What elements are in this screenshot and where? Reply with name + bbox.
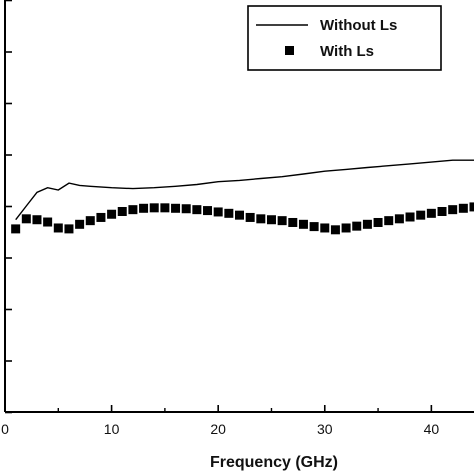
legend-box — [247, 5, 442, 71]
marker-with-ls — [373, 217, 383, 227]
marker-with-ls — [235, 210, 244, 220]
marker-with-ls — [437, 206, 447, 216]
legend-label-with-ls: With Ls — [320, 43, 374, 60]
marker-with-ls — [341, 223, 351, 233]
series-with-ls — [11, 202, 474, 235]
marker-with-ls — [469, 202, 474, 212]
marker-with-ls — [352, 221, 362, 231]
marker-with-ls — [96, 212, 106, 222]
x-tick-label: 40 — [424, 421, 440, 437]
marker-with-ls — [171, 203, 181, 213]
marker-with-ls — [213, 207, 223, 217]
x-tick-label: 20 — [210, 421, 226, 437]
marker-with-ls — [192, 205, 202, 215]
marker-with-ls — [117, 206, 127, 216]
marker-with-ls — [384, 216, 394, 226]
marker-with-ls — [277, 216, 287, 226]
x-axis-title: Frequency (GHz) — [210, 454, 338, 471]
series-without-ls — [15, 159, 474, 221]
marker-with-ls — [266, 215, 276, 225]
marker-with-ls — [416, 210, 426, 220]
marker-with-ls — [160, 203, 170, 213]
marker-with-ls — [128, 205, 138, 215]
marker-with-ls — [85, 216, 95, 226]
legend-marker-with-ls — [285, 46, 294, 55]
marker-with-ls — [362, 219, 372, 229]
legend-label-without-ls: Without Ls — [320, 17, 397, 34]
marker-with-ls — [43, 217, 53, 227]
marker-with-ls — [64, 224, 74, 234]
marker-with-ls — [320, 223, 330, 233]
marker-with-ls — [107, 209, 117, 219]
marker-with-ls — [139, 203, 149, 213]
marker-with-ls — [405, 212, 415, 222]
x-tick-label: 10 — [104, 421, 120, 437]
marker-with-ls — [21, 214, 31, 224]
x-tick-label: 0 — [1, 421, 9, 437]
marker-with-ls — [309, 222, 319, 232]
marker-with-ls — [256, 214, 266, 224]
marker-with-ls — [426, 208, 436, 218]
marker-with-ls — [288, 217, 298, 227]
legend: Without Ls With Ls — [247, 5, 442, 71]
marker-with-ls — [448, 205, 458, 215]
series-layer — [11, 159, 474, 235]
x-tick-label: 30 — [317, 421, 333, 437]
marker-with-ls — [11, 224, 21, 234]
marker-with-ls — [149, 203, 159, 213]
marker-with-ls — [203, 206, 213, 216]
marker-with-ls — [458, 203, 468, 213]
marker-with-ls — [32, 215, 42, 225]
marker-with-ls — [224, 208, 234, 218]
marker-with-ls — [245, 212, 255, 222]
marker-with-ls — [181, 204, 191, 214]
marker-with-ls — [330, 225, 340, 235]
marker-with-ls — [394, 214, 404, 224]
marker-with-ls — [53, 223, 63, 233]
axes: 0 10 20 30 40 — [1, 0, 474, 437]
marker-with-ls — [298, 219, 308, 229]
marker-with-ls — [75, 219, 85, 229]
line-without-ls — [15, 159, 474, 221]
